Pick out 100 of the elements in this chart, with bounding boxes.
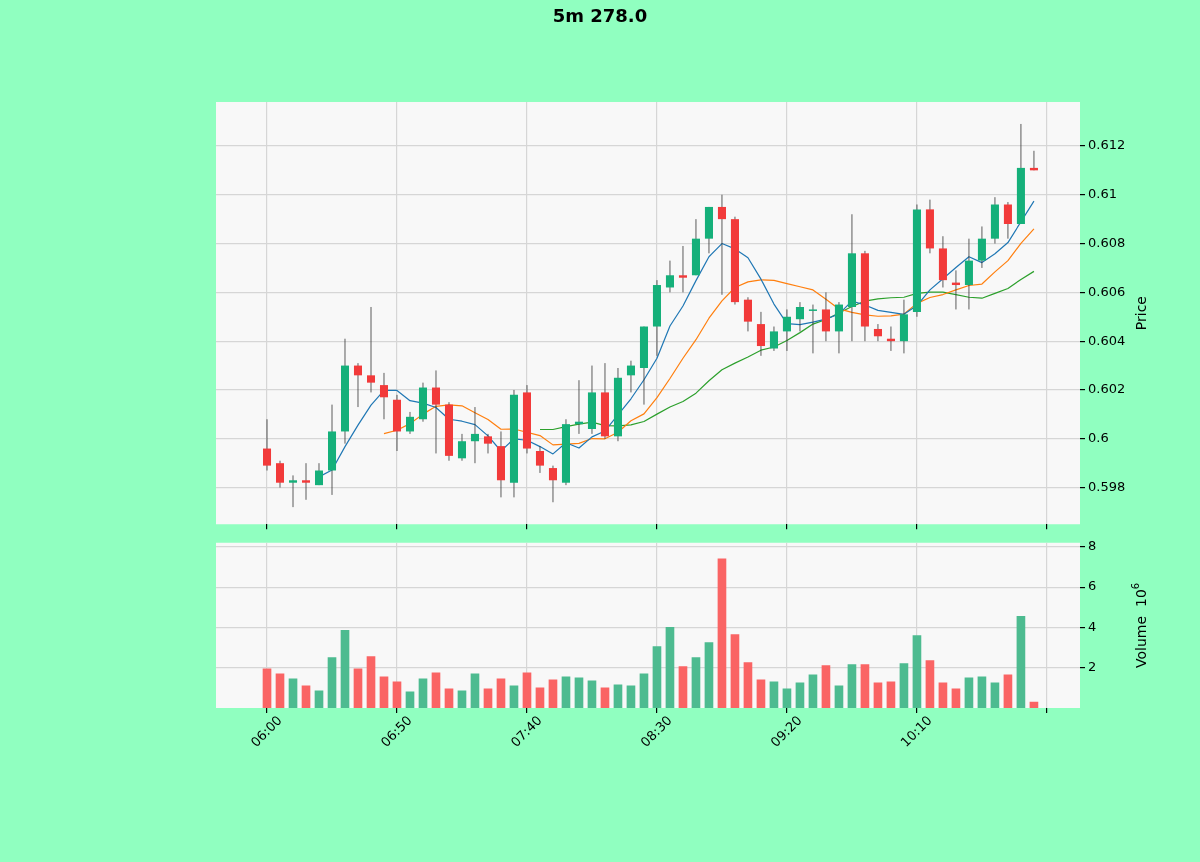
candlestick	[535, 445, 545, 474]
y-tick-label: 0.6	[1088, 430, 1109, 446]
bar	[288, 678, 298, 708]
y-tick-label: 0.612	[1088, 137, 1126, 153]
bar	[860, 664, 870, 708]
candlestick	[1003, 201, 1012, 240]
bar	[977, 676, 987, 708]
bar	[808, 674, 818, 708]
candlestick	[548, 465, 557, 503]
bar	[1016, 616, 1026, 708]
bar	[444, 688, 454, 708]
candlestick	[366, 306, 376, 393]
bar	[522, 672, 532, 708]
bar	[353, 668, 363, 708]
bar	[496, 678, 506, 708]
candlestick	[275, 460, 285, 488]
candlestick	[782, 309, 791, 352]
bar	[951, 688, 961, 708]
y-tick-label: 8	[1088, 538, 1097, 554]
bar	[769, 681, 779, 708]
bar	[899, 663, 909, 708]
candlestick	[379, 372, 389, 420]
bar	[366, 656, 376, 708]
bar	[392, 681, 402, 708]
y-tick-label: 0.602	[1088, 381, 1126, 397]
candlestick	[301, 462, 311, 501]
candlestick	[353, 362, 363, 408]
candlestick	[262, 418, 272, 471]
candlestick	[665, 260, 674, 293]
bar	[756, 679, 766, 708]
candlestick	[873, 323, 882, 342]
bar	[717, 558, 727, 708]
bar	[431, 672, 441, 708]
bar	[613, 684, 623, 708]
candlestick	[821, 291, 830, 342]
bar	[691, 657, 701, 708]
bar	[795, 682, 805, 708]
bar	[925, 660, 935, 708]
bar	[509, 685, 519, 708]
candlestick	[405, 411, 415, 435]
y-tick-label: 0.604	[1088, 332, 1126, 348]
candlestick	[288, 474, 298, 508]
bar	[821, 665, 831, 708]
bar	[561, 676, 571, 708]
candlestick	[717, 194, 726, 296]
candlestick	[977, 226, 986, 269]
bar	[938, 682, 948, 708]
candlestick	[483, 433, 493, 454]
bar	[587, 680, 597, 708]
candlestick	[626, 360, 635, 393]
bar	[574, 677, 584, 708]
bar	[379, 676, 389, 708]
bar	[405, 691, 415, 708]
bar	[626, 685, 636, 708]
bar	[418, 678, 428, 708]
candlestick	[795, 301, 804, 332]
candlestick	[457, 433, 467, 462]
bar	[275, 673, 285, 708]
bar	[912, 635, 922, 708]
y-tick-label: 6	[1088, 578, 1097, 594]
candlestick	[431, 370, 441, 454]
bar	[470, 673, 480, 708]
bar	[743, 662, 753, 708]
y-axis-title: Price	[1132, 296, 1149, 331]
bar	[678, 666, 688, 708]
bar	[639, 673, 649, 708]
candlestick	[808, 304, 817, 354]
y-tick-label: 0.606	[1088, 283, 1126, 299]
bar	[964, 677, 974, 708]
y-tick-label: 0.608	[1088, 234, 1126, 250]
bar	[730, 634, 740, 708]
chart-title: 5m 278.0	[551, 5, 649, 26]
bar	[1003, 674, 1013, 708]
bar	[548, 679, 558, 708]
bar	[665, 627, 675, 708]
bar	[327, 657, 337, 708]
bar	[314, 690, 324, 708]
y-tick-label: 0.598	[1088, 478, 1126, 494]
bar	[600, 687, 610, 708]
candlestick	[756, 311, 765, 357]
y-tick-label: 4	[1088, 618, 1097, 634]
bar	[535, 687, 545, 708]
bar	[873, 682, 883, 708]
bar	[782, 688, 792, 708]
bar	[886, 681, 896, 708]
bar	[262, 668, 272, 708]
candlestick	[470, 406, 480, 464]
bar	[301, 685, 311, 708]
candlestick	[743, 296, 752, 332]
bar	[834, 685, 844, 708]
y-axis-title: Volume 106	[1129, 582, 1149, 668]
bar	[652, 646, 662, 708]
bar	[340, 630, 350, 708]
y-tick-label: 2	[1088, 659, 1097, 675]
y-tick-label: 0.61	[1088, 186, 1117, 202]
bar	[704, 642, 714, 708]
bar	[990, 682, 1000, 708]
candlestick	[769, 326, 778, 352]
bar	[483, 688, 493, 708]
candlestick	[678, 245, 687, 293]
